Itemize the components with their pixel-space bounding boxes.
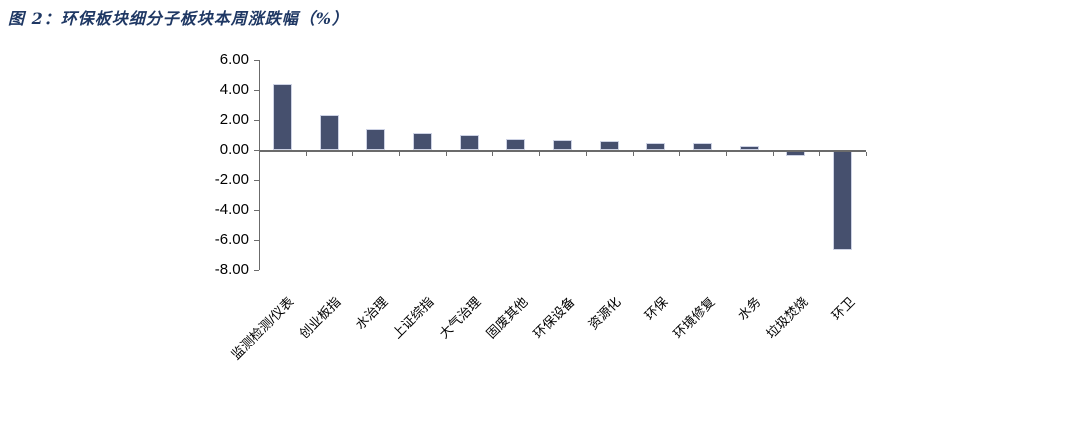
y-tick-label: -6.00 — [214, 231, 249, 248]
x-tick — [725, 152, 727, 156]
y-tick — [254, 90, 259, 91]
x-tick — [585, 152, 587, 156]
x-tick — [445, 152, 447, 156]
bar — [739, 145, 759, 150]
y-tick — [254, 270, 259, 271]
x-tick — [866, 152, 867, 156]
x-tick — [352, 152, 354, 156]
y-tick-label: 0.00 — [219, 141, 249, 158]
bar — [599, 140, 619, 150]
y-tick — [254, 210, 259, 211]
bar — [319, 115, 339, 150]
x-tick — [305, 152, 307, 156]
bar — [506, 139, 526, 150]
y-tick-label: -4.00 — [214, 201, 249, 218]
x-tick — [399, 152, 401, 156]
y-tick — [254, 180, 259, 181]
bar — [646, 143, 666, 150]
y-tick-label: -2.00 — [214, 171, 249, 188]
x-tick — [819, 152, 821, 156]
x-tick — [772, 152, 774, 156]
bar — [459, 134, 479, 150]
x-tick — [679, 152, 681, 156]
figure-title: 图 2：环保板块细分子板块本周涨跌幅（%） — [8, 9, 349, 28]
x-axis-line — [259, 150, 866, 152]
x-tick — [632, 152, 634, 156]
y-tick — [254, 120, 259, 121]
y-tick-label: -8.00 — [214, 261, 249, 278]
bar — [693, 143, 713, 150]
y-axis-line — [259, 60, 260, 270]
chart-panel: 6.00 4.00 2.00 0.00 -2.00 -4.00 -6.00 -8.00 监测检测… — [191, 37, 888, 389]
bar — [366, 129, 386, 150]
x-tick — [539, 152, 541, 156]
bar — [833, 151, 853, 250]
y-tick-label: 4.00 — [219, 81, 249, 98]
y-tick — [254, 240, 259, 241]
bar — [412, 132, 432, 150]
bar — [272, 83, 292, 150]
x-tick — [492, 152, 494, 156]
y-tick-label: 6.00 — [219, 51, 249, 68]
y-tick — [254, 60, 259, 61]
bar — [553, 139, 572, 150]
x-tick — [259, 152, 260, 156]
y-tick — [254, 150, 259, 151]
y-tick-label: 2.00 — [219, 111, 249, 128]
